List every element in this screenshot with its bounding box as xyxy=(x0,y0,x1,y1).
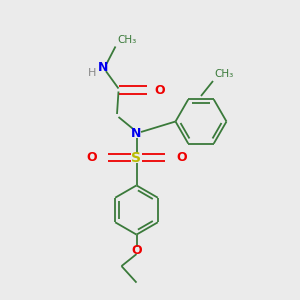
Text: CH₃: CH₃ xyxy=(214,69,234,79)
Text: CH₃: CH₃ xyxy=(117,35,136,45)
Text: O: O xyxy=(131,244,142,257)
Text: O: O xyxy=(154,83,165,97)
Text: O: O xyxy=(86,151,97,164)
Text: O: O xyxy=(176,151,187,164)
Text: N: N xyxy=(98,61,109,74)
Text: S: S xyxy=(131,151,142,164)
Text: N: N xyxy=(131,127,142,140)
Text: H: H xyxy=(88,68,96,79)
